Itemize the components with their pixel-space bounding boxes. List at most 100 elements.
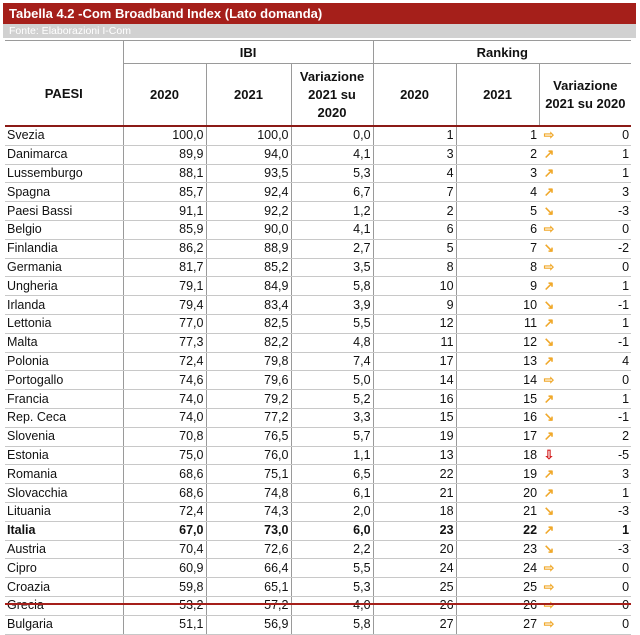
table-row: Italia 67,0 73,0 6,0 23 22 ↗ 1 xyxy=(5,521,632,541)
cell-ibi-variazione: 5,5 xyxy=(290,558,374,579)
cell-ibi-2020: 86,2 xyxy=(122,239,206,259)
cell-paese: Danimarca xyxy=(5,145,123,165)
cell-rank-2020: 3 xyxy=(372,145,457,165)
cell-rank-variazione: -1 xyxy=(559,333,632,353)
cell-ibi-2021: 56,9 xyxy=(205,615,291,635)
cell-rank-variazione: 1 xyxy=(559,483,632,503)
cell-ibi-2020: 60,9 xyxy=(122,558,206,579)
cell-rank-variazione: 1 xyxy=(559,276,632,297)
cell-trend: ⇨ xyxy=(539,596,560,616)
cell-rank-2021: 1 xyxy=(455,126,540,146)
col-header-ibi-variazione: Variazione 2021 su 2020 xyxy=(290,63,374,127)
cell-trend: ⇨ xyxy=(539,370,560,391)
table-row: Lussemburgo 88,1 93,5 5,3 4 3 ↗ 1 xyxy=(5,164,632,184)
cell-rank-2021: 20 xyxy=(455,483,540,503)
cell-trend: ↘ xyxy=(539,408,560,428)
cell-rank-2021: 7 xyxy=(455,239,540,259)
cell-rank-2021: 3 xyxy=(455,164,540,184)
cell-rank-variazione: 0 xyxy=(559,258,632,278)
arrow-up-right-icon: ↗ xyxy=(543,184,555,199)
cell-ibi-2021: 85,2 xyxy=(205,258,291,278)
table-row: Lituania 72,4 74,3 2,0 18 21 ↘ -3 xyxy=(5,502,632,522)
col-header-rank-2021: 2021 xyxy=(455,63,540,127)
cell-trend: ↘ xyxy=(539,295,560,315)
arrow-down-right-icon: ↘ xyxy=(543,504,555,519)
cell-ibi-2021: 72,6 xyxy=(205,540,291,560)
cell-paese: Bulgaria xyxy=(5,615,123,635)
cell-rank-2021: 8 xyxy=(455,258,540,278)
cell-paese: Francia xyxy=(5,389,123,409)
arrow-down-right-icon: ↘ xyxy=(543,335,555,350)
cell-ibi-2021: 77,2 xyxy=(205,408,291,428)
cell-ibi-2021: 65,1 xyxy=(205,577,291,597)
cell-rank-2020: 11 xyxy=(372,333,457,353)
arrow-down-icon: ⇩ xyxy=(543,447,555,462)
table-row: Polonia 72,4 79,8 7,4 17 13 ↗ 4 xyxy=(5,352,632,372)
cell-ibi-2020: 88,1 xyxy=(122,164,206,184)
cell-trend: ↗ xyxy=(539,352,560,372)
cell-rank-2020: 22 xyxy=(372,464,457,485)
table-row: Spagna 85,7 92,4 6,7 7 4 ↗ 3 xyxy=(5,182,632,203)
cell-rank-2021: 22 xyxy=(455,521,540,541)
table-title: Tabella 4.2 -Com Broadband Index (Lato d… xyxy=(3,3,636,24)
table-row: Francia 74,0 79,2 5,2 16 15 ↗ 1 xyxy=(5,389,632,409)
table-row: Cipro 60,9 66,4 5,5 24 24 ⇨ 0 xyxy=(5,558,632,579)
arrow-right-icon: ⇨ xyxy=(543,222,555,237)
cell-trend: ⇨ xyxy=(539,558,560,579)
cell-ibi-2020: 72,4 xyxy=(122,352,206,372)
cell-ibi-2021: 82,2 xyxy=(205,333,291,353)
cell-ibi-variazione: 1,1 xyxy=(290,446,374,466)
cell-rank-2020: 13 xyxy=(372,446,457,466)
arrow-up-right-icon: ↗ xyxy=(543,485,555,500)
cell-paese: Cipro xyxy=(5,558,123,579)
cell-trend: ↘ xyxy=(539,239,560,259)
cell-ibi-variazione: 0,0 xyxy=(290,126,374,146)
cell-rank-variazione: 0 xyxy=(559,370,632,391)
cell-rank-variazione: 0 xyxy=(559,126,632,146)
cell-rank-2020: 12 xyxy=(372,314,457,334)
cell-paese: Slovacchia xyxy=(5,483,123,503)
cell-paese: Italia xyxy=(5,521,123,541)
cell-rank-2020: 2 xyxy=(372,201,457,221)
cell-rank-2021: 14 xyxy=(455,370,540,391)
cell-rank-2021: 16 xyxy=(455,408,540,428)
cell-paese: Lussemburgo xyxy=(5,164,123,184)
cell-rank-variazione: -1 xyxy=(559,295,632,315)
cell-rank-variazione: 2 xyxy=(559,427,632,447)
cell-ibi-2021: 82,5 xyxy=(205,314,291,334)
cell-rank-2020: 9 xyxy=(372,295,457,315)
cell-rank-2020: 21 xyxy=(372,483,457,503)
cell-trend: ↗ xyxy=(539,164,560,184)
cell-ibi-2020: 51,1 xyxy=(122,615,206,635)
cell-rank-2021: 18 xyxy=(455,446,540,466)
arrow-down-right-icon: ↘ xyxy=(543,203,555,218)
cell-ibi-2021: 79,8 xyxy=(205,352,291,372)
cell-ibi-2020: 70,4 xyxy=(122,540,206,560)
arrow-right-icon: ⇨ xyxy=(543,372,555,387)
cell-rank-variazione: -1 xyxy=(559,408,632,428)
cell-rank-variazione: 1 xyxy=(559,145,632,165)
col-header-ibi-variazione-line1: Variazione xyxy=(299,68,365,84)
cell-rank-2021: 19 xyxy=(455,464,540,485)
cell-rank-variazione: 0 xyxy=(559,577,632,597)
cell-rank-2020: 25 xyxy=(372,577,457,597)
group-header-ibi: IBI xyxy=(122,40,374,64)
cell-ibi-2020: 74,0 xyxy=(122,408,206,428)
column-header-row: PAESI 2020 2021 Variazione 2021 su 2020 … xyxy=(5,63,632,127)
cell-trend: ↘ xyxy=(539,502,560,522)
cell-ibi-2020: 79,1 xyxy=(122,276,206,297)
cell-ibi-2021: 100,0 xyxy=(205,126,291,146)
cell-rank-2021: 23 xyxy=(455,540,540,560)
cell-rank-2020: 4 xyxy=(372,164,457,184)
group-header-ranking: Ranking xyxy=(372,40,632,64)
cell-rank-2021: 26 xyxy=(455,596,540,616)
cell-trend: ↗ xyxy=(539,182,560,203)
cell-rank-variazione: 3 xyxy=(559,464,632,485)
cell-ibi-2020: 68,6 xyxy=(122,483,206,503)
cell-ibi-variazione: 5,7 xyxy=(290,427,374,447)
cell-paese: Finlandia xyxy=(5,239,123,259)
cell-rank-variazione: 0 xyxy=(559,220,632,240)
cell-rank-2021: 5 xyxy=(455,201,540,221)
arrow-down-right-icon: ↘ xyxy=(543,541,555,556)
cell-rank-2020: 20 xyxy=(372,540,457,560)
